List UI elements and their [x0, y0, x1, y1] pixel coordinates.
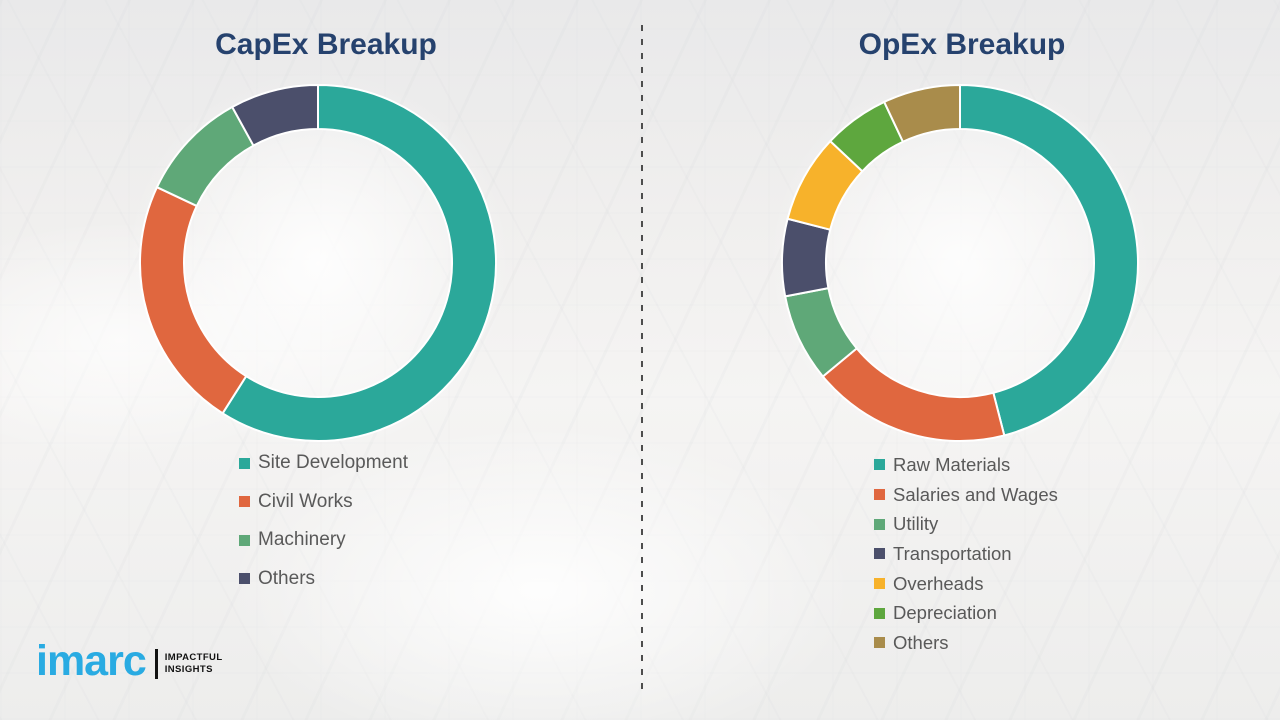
imarc-logo-text: imarc	[36, 637, 147, 685]
legend-item: Depreciation	[874, 598, 1058, 628]
legend-swatch	[239, 457, 250, 469]
logo-separator-bar	[154, 649, 158, 680]
legend-item: Overheads	[874, 569, 1058, 599]
donut-segment	[821, 347, 1006, 442]
legend-item: Transportation	[874, 539, 1058, 569]
legend-item: Others	[239, 560, 408, 599]
opex-chart-section: OpEx Breakup Raw Materials Salaries and W…	[640, 0, 1280, 720]
opex-chart-title: OpEx Breakup	[858, 28, 1066, 61]
legend-label: Machinery	[258, 529, 346, 551]
legend-swatch	[239, 534, 250, 546]
divider-dashed-line	[641, 25, 643, 691]
legend-swatch	[874, 489, 885, 501]
capex-chart-section: CapEx Breakup Site Development Civil Work…	[139, 28, 497, 598]
capex-legend: Site Development Civil Works Machinery Othe…	[239, 444, 408, 598]
legend-swatch	[874, 578, 885, 590]
opex-legend: Raw Materials Salaries and Wages Utility Tr…	[874, 450, 1058, 658]
legend-item: Civil Works	[239, 483, 408, 522]
legend-item: Others	[874, 628, 1058, 658]
legend-swatch	[874, 637, 885, 649]
legend-label: Others	[258, 567, 316, 589]
legend-label: Depreciation	[893, 602, 997, 624]
legend-label: Salaries and Wages	[893, 483, 1058, 505]
donut-segment	[959, 84, 1139, 437]
legend-item: Utility	[874, 509, 1058, 539]
legend-label: Utility	[893, 513, 939, 535]
legend-swatch	[874, 607, 885, 619]
legend-label: Site Development	[258, 452, 408, 474]
legend-item: Raw Materials	[874, 450, 1058, 480]
legend-swatch	[239, 573, 250, 585]
legend-label: Raw Materials	[893, 453, 1011, 475]
donut-segment	[231, 84, 319, 147]
donut-segment	[883, 84, 961, 143]
capex-chart-title: CapEx Breakup	[215, 28, 437, 61]
capex-donut-chart	[139, 84, 497, 442]
donut-segment	[781, 217, 832, 298]
tagline-line2: INSIGHTS	[164, 664, 213, 676]
legend-swatch	[874, 518, 885, 530]
legend-label: Civil Works	[258, 490, 353, 512]
legend-swatch	[874, 548, 885, 560]
imarc-logo: imarc IMPACTFUL INSIGHTS	[36, 637, 223, 685]
legend-label: Overheads	[893, 572, 984, 594]
donut-segment	[155, 106, 255, 207]
legend-label: Others	[893, 631, 949, 653]
logo-tagline: IMPACTFUL INSIGHTS	[165, 652, 223, 677]
legend-item: Salaries and Wages	[874, 480, 1058, 510]
legend-label: Transportation	[893, 542, 1012, 564]
legend-item: Machinery	[239, 521, 408, 560]
donut-segment	[139, 186, 248, 415]
legend-swatch	[874, 459, 885, 471]
legend-item: Site Development	[239, 444, 408, 483]
tagline-line1: IMPACTFUL	[164, 651, 223, 663]
donut-segment	[221, 84, 497, 442]
legend-swatch	[239, 496, 250, 508]
opex-donut-chart	[781, 84, 1139, 442]
